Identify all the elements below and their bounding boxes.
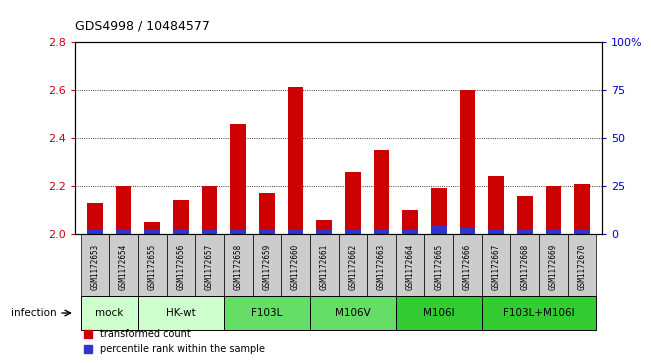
Bar xyxy=(431,188,447,234)
Legend: transformed count, percentile rank within the sample: transformed count, percentile rank withi… xyxy=(79,326,269,358)
Bar xyxy=(424,234,453,296)
Bar xyxy=(374,150,389,234)
Bar xyxy=(259,193,275,234)
Bar xyxy=(288,87,303,234)
Bar xyxy=(568,234,596,296)
Bar xyxy=(230,123,246,234)
Text: GSM1172657: GSM1172657 xyxy=(205,243,214,290)
Bar xyxy=(138,234,167,296)
Text: GSM1172669: GSM1172669 xyxy=(549,243,558,290)
Text: GSM1172662: GSM1172662 xyxy=(348,243,357,290)
Bar xyxy=(546,229,561,234)
Text: GSM1172656: GSM1172656 xyxy=(176,243,186,290)
Bar xyxy=(310,234,339,296)
Bar xyxy=(345,229,361,234)
Bar xyxy=(145,229,160,234)
Text: HK-wt: HK-wt xyxy=(166,308,196,318)
Bar xyxy=(546,186,561,234)
Text: GSM1172664: GSM1172664 xyxy=(406,243,415,290)
Text: M106V: M106V xyxy=(335,308,370,318)
Bar xyxy=(116,229,132,234)
Bar xyxy=(310,296,396,330)
Text: infection: infection xyxy=(10,308,56,318)
Bar xyxy=(202,229,217,234)
Bar xyxy=(253,234,281,296)
Text: GSM1172666: GSM1172666 xyxy=(463,243,472,290)
Text: GSM1172658: GSM1172658 xyxy=(234,243,243,290)
Bar xyxy=(87,203,103,234)
Bar xyxy=(402,229,418,234)
Bar xyxy=(230,229,246,234)
Bar xyxy=(316,220,332,234)
Bar xyxy=(109,234,138,296)
Text: GSM1172655: GSM1172655 xyxy=(148,243,157,290)
Bar xyxy=(517,196,533,234)
Bar xyxy=(431,224,447,234)
Bar xyxy=(482,296,596,330)
Text: M106I: M106I xyxy=(423,308,454,318)
Text: GDS4998 / 10484577: GDS4998 / 10484577 xyxy=(75,20,210,33)
Bar xyxy=(138,296,224,330)
Text: F103L+M106I: F103L+M106I xyxy=(503,308,575,318)
Text: GSM1172653: GSM1172653 xyxy=(90,243,100,290)
Bar xyxy=(339,234,367,296)
Bar xyxy=(396,234,424,296)
Bar xyxy=(367,234,396,296)
Bar xyxy=(488,229,504,234)
Bar xyxy=(510,234,539,296)
Bar xyxy=(173,229,189,234)
Bar xyxy=(374,229,389,234)
Bar xyxy=(396,296,482,330)
Bar xyxy=(224,296,310,330)
Bar xyxy=(517,229,533,234)
Text: GSM1172661: GSM1172661 xyxy=(320,243,329,290)
Text: GSM1172654: GSM1172654 xyxy=(119,243,128,290)
Bar xyxy=(87,229,103,234)
Bar xyxy=(259,229,275,234)
Bar xyxy=(173,200,189,234)
Bar xyxy=(453,234,482,296)
Bar xyxy=(202,186,217,234)
Text: GSM1172668: GSM1172668 xyxy=(520,243,529,290)
Bar xyxy=(402,210,418,234)
Text: mock: mock xyxy=(95,308,124,318)
Bar xyxy=(224,234,253,296)
Bar xyxy=(460,90,475,234)
Bar xyxy=(81,296,138,330)
Bar xyxy=(345,172,361,234)
Bar xyxy=(316,229,332,234)
Bar xyxy=(488,176,504,234)
Text: GSM1172667: GSM1172667 xyxy=(492,243,501,290)
Text: F103L: F103L xyxy=(251,308,283,318)
Bar xyxy=(167,234,195,296)
Bar xyxy=(195,234,224,296)
Text: GSM1172665: GSM1172665 xyxy=(434,243,443,290)
Bar xyxy=(574,229,590,234)
Bar xyxy=(116,186,132,234)
Bar xyxy=(281,234,310,296)
Text: GSM1172660: GSM1172660 xyxy=(291,243,300,290)
Text: GSM1172659: GSM1172659 xyxy=(262,243,271,290)
Bar xyxy=(574,184,590,234)
Bar xyxy=(288,229,303,234)
Bar xyxy=(81,234,109,296)
Bar xyxy=(482,234,510,296)
Text: GSM1172663: GSM1172663 xyxy=(377,243,386,290)
Text: GSM1172670: GSM1172670 xyxy=(577,243,587,290)
Bar xyxy=(539,234,568,296)
Bar xyxy=(460,228,475,234)
Bar xyxy=(145,222,160,234)
